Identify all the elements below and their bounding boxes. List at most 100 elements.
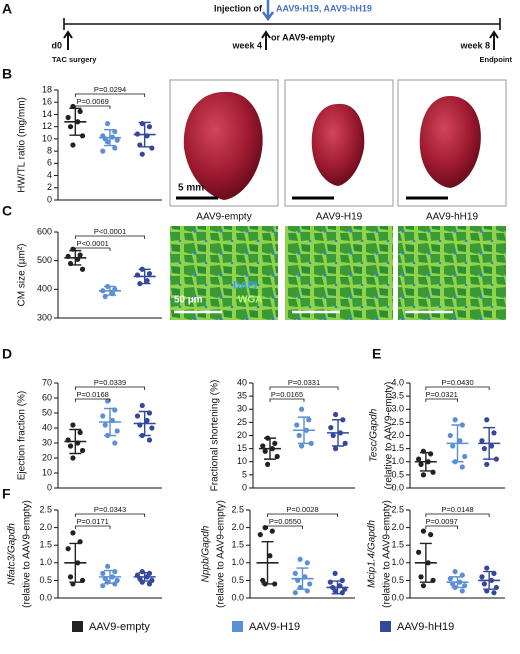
- p-value: P=0.0168: [77, 390, 109, 399]
- panel-letter: C: [2, 203, 12, 219]
- data-point: [70, 142, 76, 148]
- y-tick-label: 20: [42, 452, 52, 462]
- error-bar: [298, 416, 310, 445]
- error-bar: [138, 268, 151, 285]
- timeline-label: d0: [51, 40, 62, 50]
- injection-arrow: [261, 0, 275, 22]
- error-bar: [483, 426, 496, 460]
- data-point: [100, 583, 106, 589]
- micrograph: [285, 226, 393, 320]
- y-axis-label: Tesc/Gapdh: [369, 408, 380, 462]
- data-point: [332, 588, 338, 594]
- significance-bracket: [269, 386, 339, 390]
- legend-label: AAV9-hH19: [397, 621, 454, 633]
- data-point: [484, 417, 490, 423]
- stain-label: WGA: [238, 295, 262, 306]
- p-value: P=0.0343: [94, 505, 126, 514]
- data-point: [67, 124, 74, 130]
- p-value: P=0.0171: [77, 517, 109, 526]
- timeline-note: Endpoint: [480, 55, 513, 64]
- data-point: [479, 438, 485, 444]
- error-bar: [69, 542, 82, 583]
- y-tick-label: 6: [47, 158, 52, 168]
- y-tick-label: 1.5: [39, 540, 52, 550]
- data-point: [139, 151, 145, 157]
- y-axis-label: Mcip1.4/Gapdh: [367, 520, 378, 588]
- data-point: [134, 413, 141, 419]
- y-tick-label: 1.0: [391, 557, 404, 567]
- data-point: [339, 577, 345, 584]
- data-point: [420, 472, 427, 478]
- data-point: [146, 581, 153, 587]
- y-tick-label: 30: [42, 437, 52, 447]
- histology-caption: AAV9-empty: [196, 212, 251, 223]
- data-point: [488, 443, 495, 449]
- y-axis-label: (relative to AAV9-empty): [216, 500, 227, 608]
- y-tick-label: 2.0: [391, 522, 404, 532]
- error-bar: [104, 285, 116, 296]
- y-tick-label: 1.5: [231, 540, 244, 550]
- y-axis-label: (relative to AAV9-empty): [382, 500, 393, 608]
- data-point: [149, 425, 155, 431]
- y-tick-label: 25: [237, 417, 247, 427]
- data-point: [339, 590, 345, 596]
- error-bar: [104, 569, 116, 584]
- significance-bracket: [74, 93, 146, 97]
- data-point: [257, 532, 263, 538]
- data-point: [79, 266, 86, 272]
- data-point: [428, 532, 434, 538]
- y-tick-label: 20: [237, 430, 247, 440]
- y-tick-label: 60: [42, 392, 52, 402]
- heart: [419, 96, 481, 188]
- significance-bracket: [425, 513, 490, 517]
- y-tick-label: 14: [42, 109, 52, 119]
- data-point: [70, 422, 76, 428]
- error-bar: [296, 567, 309, 590]
- data-point: [304, 560, 310, 566]
- panel-letter: B: [2, 66, 12, 82]
- p-value: P=0.0321: [426, 390, 458, 399]
- error-bar: [104, 129, 116, 147]
- p-value: P<0.0001: [77, 239, 109, 248]
- data-point: [299, 443, 305, 449]
- error-bar: [483, 570, 496, 590]
- y-tick-label: 10: [42, 133, 52, 143]
- y-tick-label: 4: [47, 170, 52, 180]
- data-point: [262, 448, 268, 454]
- significance-bracket: [425, 398, 458, 402]
- data-point: [79, 447, 86, 454]
- y-tick-label: 400: [37, 284, 52, 294]
- error-bar: [419, 542, 432, 583]
- p-value: P=0.0165: [271, 390, 303, 399]
- significance-bracket: [267, 513, 338, 517]
- y-axis-label: CM size (µm²): [17, 244, 28, 307]
- y-tick-label: 2.5: [391, 504, 404, 514]
- p-value: P<0.0001: [94, 227, 126, 236]
- data-point: [105, 563, 111, 569]
- data-point: [77, 252, 83, 258]
- error-bar: [451, 576, 464, 589]
- data-point: [112, 569, 118, 575]
- y-tick-label: 30: [237, 404, 247, 414]
- p-value: P=0.0331: [288, 378, 320, 387]
- y-tick-label: 0: [47, 482, 52, 492]
- timeline-note: TAC surgery: [52, 55, 97, 64]
- heart: [183, 91, 263, 200]
- significance-bracket: [74, 235, 146, 239]
- significance-bracket: [74, 386, 146, 390]
- legend: AAV9-empty AAV9-H19 AAV9-hH19: [72, 621, 454, 633]
- timeline-label: week 4: [231, 40, 262, 50]
- data-point: [481, 446, 487, 452]
- charts: 0 2 4 6 8 10 12 14 16 18 HW/TL ratio (mg/mm) P=0.00…: [7, 84, 505, 608]
- error-bar: [451, 424, 464, 463]
- data-point: [484, 565, 490, 571]
- arrow: [63, 30, 73, 50]
- data-point: [328, 425, 334, 431]
- data-point: [307, 581, 313, 587]
- y-tick-label: 0.5: [39, 575, 52, 585]
- y-tick-label: 40: [42, 422, 52, 432]
- data-point: [144, 278, 150, 284]
- arrow: [261, 30, 271, 50]
- data-point: [292, 570, 298, 576]
- legend-label: AAV9-H19: [249, 621, 300, 633]
